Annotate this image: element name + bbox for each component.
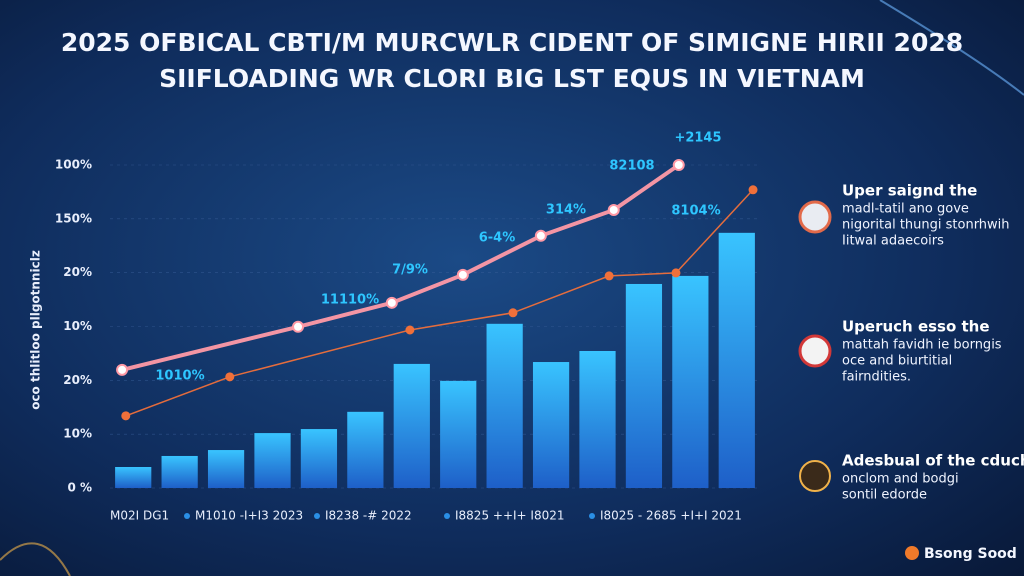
line-point (385, 296, 398, 309)
data-annotation: 82108 (609, 159, 654, 174)
line-point (121, 411, 131, 421)
bar (161, 455, 198, 488)
legend-swatch (589, 513, 595, 519)
bar (440, 380, 477, 488)
bar (300, 429, 338, 488)
decor-arc (0, 542, 71, 576)
line-point (225, 372, 235, 382)
data-annotation: 7/9% (392, 263, 428, 278)
data-annotation: 6-4% (479, 231, 516, 246)
line-point (604, 271, 614, 281)
bar (393, 363, 430, 488)
note-line: mattah favidh ie borngis (842, 338, 1002, 353)
note-heading: Adesbual of the cduch (842, 452, 1024, 470)
logo: Bsong Sood (924, 546, 1017, 562)
bar (672, 275, 709, 488)
note-heading: Uperuch esso the (842, 318, 990, 336)
legend-entry: M02I DG1 (110, 509, 169, 523)
line-point (672, 159, 685, 171)
bar (486, 323, 523, 488)
line-point (671, 268, 681, 278)
bar (347, 411, 384, 488)
legend-swatch (314, 513, 320, 519)
line-point (534, 229, 547, 242)
data-annotation: 1010% (155, 369, 204, 384)
decor-arc (879, 0, 1024, 96)
note-icon (798, 334, 832, 368)
line-point (508, 308, 518, 318)
data-annotation: 314% (546, 203, 586, 218)
note-icon (799, 460, 831, 492)
y-tick-label: 150% (55, 211, 92, 225)
note-line: oce and biurtitial (842, 354, 952, 369)
y-tick-label: 0 % (67, 481, 92, 495)
line-point (607, 203, 620, 216)
note-line: madl-tatil ano gove (842, 202, 969, 217)
note-line: fairndities. (842, 370, 911, 385)
data-annotation: 11110% (321, 293, 379, 308)
legend-swatch (444, 513, 450, 519)
legend-entry: I8238 -# 2022 (325, 509, 412, 523)
legend-entry: I8825 ++I+ I8021 (455, 509, 565, 523)
y-tick-label: 20% (63, 373, 92, 387)
line-point (748, 185, 758, 195)
note-line: sontil edorde (842, 488, 927, 503)
bar (254, 433, 291, 488)
y-tick-label: 20% (63, 265, 92, 279)
legend-entry: I8025 - 2685 +I+I 2021 (600, 509, 742, 523)
data-annotation: +2145 (674, 131, 721, 146)
side-notes: Uper saignd the madl-tatil ano govenigori… (798, 182, 1024, 503)
bar (207, 450, 245, 488)
chart-subtitle: SIIFLOADING WR CLORI BIG LST EQUS IN VIE… (159, 64, 865, 93)
legend-entry: M1010 -I+I3 2023 (195, 509, 303, 523)
y-tick-label: 10% (63, 319, 92, 333)
note-icon (798, 200, 832, 234)
note-line: onclom and bodgi (842, 472, 959, 487)
chart-title: 2025 OFBICAL CBTI/M MURCWLR CIDENT OF SI… (61, 28, 963, 57)
line-point (405, 325, 415, 335)
bar (532, 362, 570, 488)
y-tick-label: 100% (55, 158, 92, 172)
bar (718, 232, 755, 488)
note-heading: Uper saignd the (842, 182, 977, 200)
bar (625, 283, 663, 488)
bar (579, 350, 616, 488)
legend-swatch (184, 513, 190, 519)
data-annotation: 8104% (671, 204, 720, 219)
bar (115, 467, 152, 488)
line-point (292, 320, 305, 333)
note-line: Iitwal adaecoirs (842, 234, 944, 249)
logo-icon (905, 546, 919, 560)
note-line: nigorital thungi stonrhwih (842, 218, 1010, 233)
line-point (456, 268, 469, 281)
y-tick-label: 10% (63, 427, 92, 441)
line-point (116, 363, 129, 376)
y-axis-label: oco thlitloo pllgotnniclz (29, 250, 43, 410)
